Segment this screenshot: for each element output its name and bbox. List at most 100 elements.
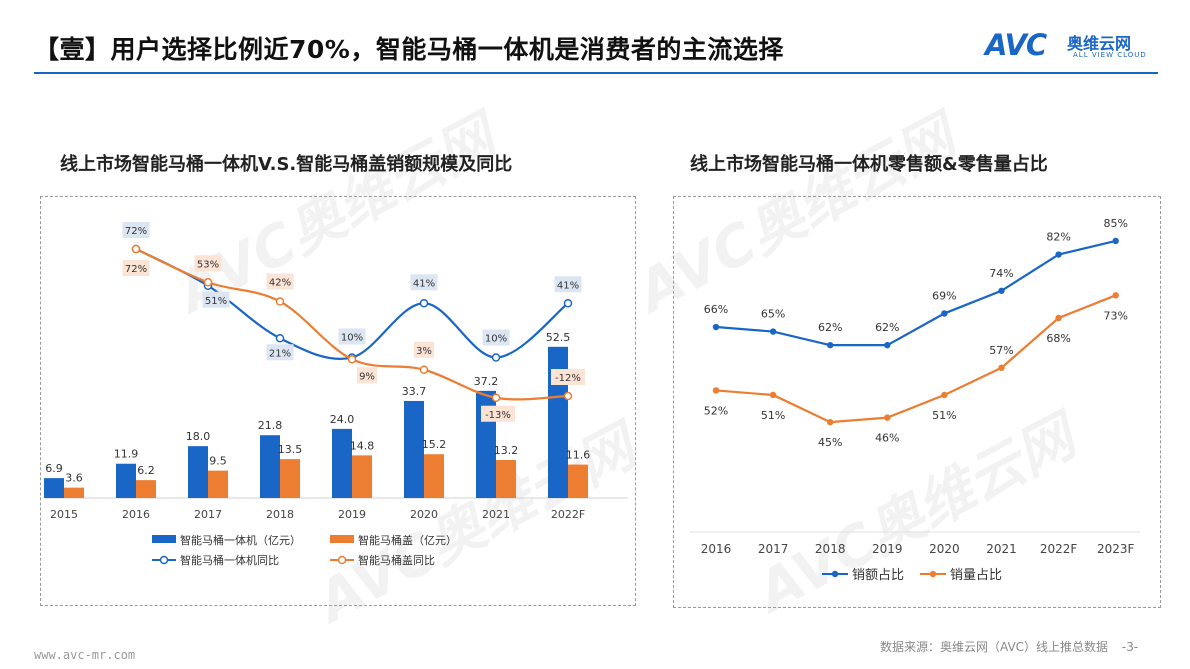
x-tick-label: 2015: [50, 508, 78, 521]
data-label: -12%: [555, 373, 581, 384]
data-label: 53%: [197, 259, 219, 270]
point-yitiji-yoy: [491, 353, 501, 362]
x-tick-label: 2016: [122, 508, 150, 521]
point-xiaoliang-share: [769, 391, 777, 399]
legend-label: 销额占比: [852, 568, 904, 583]
point-matonggai-yoy: [203, 278, 213, 287]
data-label: 68%: [1046, 332, 1070, 345]
legend-label: 销量占比: [950, 568, 1002, 583]
data-label: 10%: [341, 333, 363, 344]
x-tick-label: 2020: [410, 508, 438, 521]
data-label: 51%: [205, 296, 227, 307]
point-yitiji-yoy: [275, 334, 285, 343]
x-tick-label: 2020: [929, 542, 960, 556]
data-label: 72%: [125, 226, 147, 237]
bar-label-yitiji: 21.8: [258, 419, 283, 432]
chart2-panel: [673, 196, 1161, 608]
bar-matonggai: [496, 459, 516, 498]
data-label: 3%: [416, 346, 432, 357]
bar-label-matonggai: 6.2: [137, 464, 155, 477]
x-tick-label: 2018: [815, 542, 846, 556]
data-label: 42%: [269, 278, 291, 289]
data-label: 41%: [557, 280, 579, 291]
bar-label-yitiji: 37.2: [474, 375, 499, 388]
x-tick-label: 2019: [872, 542, 903, 556]
logo-cn-text: 奥维云网: [1067, 34, 1132, 53]
data-label: 9%: [359, 371, 375, 382]
bar-matonggai: [424, 454, 444, 498]
data-label-box: [414, 341, 434, 358]
data-label-box: [266, 273, 294, 290]
legend-marker: [831, 570, 839, 578]
bar-yitiji: [116, 463, 136, 498]
bar-label-matonggai: 15.2: [422, 438, 447, 451]
data-label: 65%: [761, 308, 785, 321]
line-xiaoliang-share: [715, 294, 1117, 424]
point-xiaoliang-share: [1055, 314, 1062, 322]
data-label-box: [554, 276, 582, 293]
bar-label-yitiji: 6.9: [45, 462, 63, 475]
bar-yitiji: [260, 435, 280, 498]
point-xiaoe-share: [941, 310, 948, 317]
x-tick-label: 2017: [758, 542, 789, 556]
data-label: 73%: [1103, 309, 1127, 322]
x-tick-label: 2016: [701, 542, 732, 556]
point-matonggai-yoy: [563, 391, 573, 401]
point-xiaoe-share: [712, 323, 720, 331]
footer-source: 数据来源：奥维云网（AVC）线上推总数据 -3-: [880, 638, 1138, 655]
point-matonggai-yoy: [491, 393, 501, 402]
bar-label-matonggai: 3.6: [65, 472, 83, 485]
bar-matonggai: [352, 455, 372, 498]
point-matonggai-yoy: [131, 244, 141, 254]
legend-label: 智能马桶盖（亿元）: [358, 533, 457, 547]
chart1-panel: [40, 196, 636, 606]
data-label: 10%: [485, 334, 507, 345]
data-label: 82%: [1046, 231, 1070, 244]
legend-marker: [159, 555, 169, 565]
bar-matonggai: [280, 459, 300, 498]
data-label-box: [266, 344, 294, 361]
title-divider: [34, 72, 1158, 74]
legend-marker: [929, 570, 937, 578]
data-label: 41%: [413, 278, 435, 289]
x-tick-label: 2021: [986, 542, 1017, 556]
x-tick-label: 2018: [266, 508, 294, 521]
bar-yitiji: [332, 428, 352, 498]
point-matonggai-yoy: [419, 365, 429, 374]
point-xiaoe-share: [1112, 237, 1119, 245]
point-xiaoe-share: [827, 341, 834, 349]
data-label: 69%: [932, 289, 956, 302]
logo-mark: AVC: [985, 28, 1047, 62]
data-label-box: [357, 367, 377, 384]
bar-label-matonggai: 11.6: [566, 449, 591, 462]
page-number: -3-: [1121, 640, 1139, 654]
bar-yitiji: [44, 478, 64, 498]
point-xiaoliang-share: [827, 418, 834, 426]
footer-website[interactable]: www.avc-mr.com: [34, 648, 136, 662]
line-xiaoe-share: [715, 239, 1116, 347]
bar-yitiji: [404, 400, 424, 498]
chart2-title: 线上市场智能马桶一体机零售额&零售量占比: [690, 154, 1048, 175]
bar-label-matonggai: 13.5: [278, 443, 303, 456]
bar-label-matonggai: 9.5: [209, 455, 227, 468]
data-label: 51%: [932, 409, 956, 422]
legend-label: 智能马桶一体机（亿元）: [180, 533, 301, 547]
data-label: 66%: [704, 303, 728, 316]
x-tick-label: 2023F: [1097, 542, 1135, 556]
chart1-title: 线上市场智能马桶一体机V.S.智能马桶盖销额规模及同比: [60, 154, 513, 175]
legend-marker: [337, 555, 347, 565]
data-label-box: [410, 274, 438, 291]
data-label: 74%: [989, 267, 1013, 280]
x-tick-label: 2022F: [551, 508, 585, 521]
x-tick-label: 2021: [482, 508, 510, 521]
point-xiaoe-share: [884, 341, 891, 349]
point-xiaoe-share: [998, 287, 1005, 294]
point-xiaoliang-share: [1112, 292, 1119, 299]
x-tick-label: 2017: [194, 508, 222, 521]
data-label: 57%: [989, 344, 1013, 357]
data-label: 72%: [125, 264, 147, 275]
data-label: 85%: [1103, 217, 1127, 230]
point-yitiji-yoy: [563, 299, 573, 308]
